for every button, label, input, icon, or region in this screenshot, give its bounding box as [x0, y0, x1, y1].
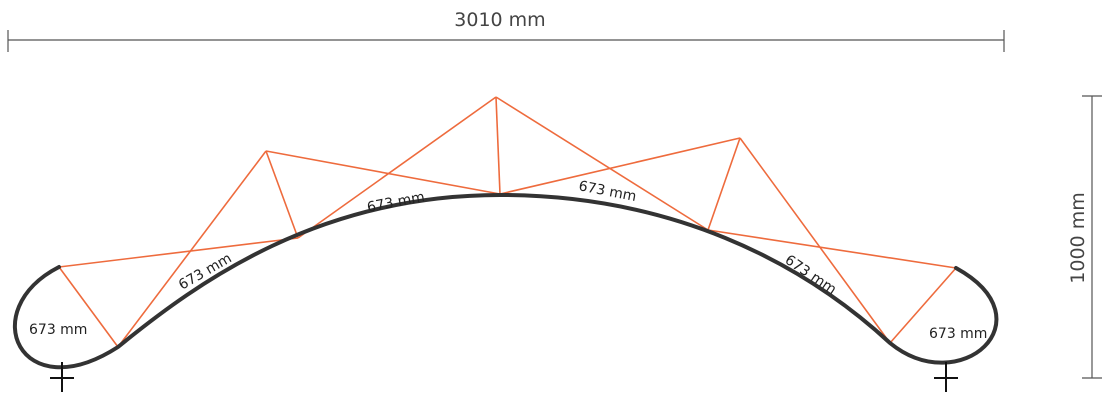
- truss-member: [495, 96, 501, 195]
- segment-label-right-arch: 673 mm: [782, 252, 839, 298]
- segment-label-left-top: 673 mm: [366, 189, 426, 216]
- truss-member: [117, 150, 267, 348]
- segment-label-left-end: 673 mm: [29, 322, 87, 338]
- truss-member: [499, 137, 741, 195]
- height-dimension: [1082, 95, 1102, 379]
- truss-member: [707, 137, 741, 231]
- height-dimension-label: 1000 mm: [1067, 192, 1089, 283]
- truss-member: [495, 96, 709, 231]
- truss-member: [889, 267, 957, 344]
- truss-member: [58, 237, 299, 268]
- truss-member: [297, 96, 497, 239]
- truss-member: [265, 150, 299, 239]
- truss-member: [707, 229, 957, 269]
- width-dimension: [7, 30, 1005, 52]
- width-dimension-label: 3010 mm: [454, 9, 545, 31]
- truss-member: [265, 150, 501, 195]
- truss: [58, 96, 957, 348]
- arch-curve: [13, 192, 999, 370]
- ground-supports: [50, 362, 958, 392]
- segment-label-right-end: 673 mm: [929, 326, 987, 342]
- truss-member: [58, 266, 119, 348]
- truss-member: [739, 137, 891, 344]
